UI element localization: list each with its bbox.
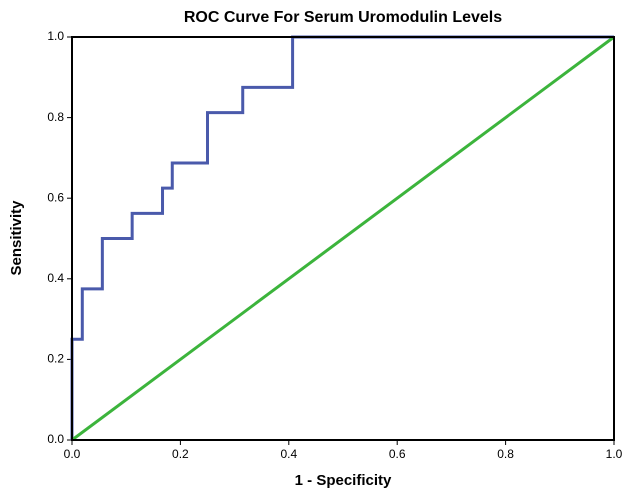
x-tick-label: 0.2 <box>172 447 189 461</box>
x-tick-label: 1.0 <box>606 447 623 461</box>
y-tick-label: 0.0 <box>47 432 64 446</box>
y-tick-label: 0.8 <box>47 110 64 124</box>
x-tick-label: 0.0 <box>64 447 81 461</box>
plot-frame <box>71 36 615 441</box>
y-tick-label: 1.0 <box>47 29 64 43</box>
x-tick-label: 0.6 <box>389 447 406 461</box>
y-axis-title: Sensitivity <box>8 200 25 276</box>
y-tick-label: 0.4 <box>47 271 64 285</box>
chart-title: ROC Curve For Serum Uromodulin Levels <box>184 9 502 26</box>
series-line <box>71 35 615 442</box>
series-line <box>70 35 614 440</box>
x-tick-label: 0.4 <box>280 447 297 461</box>
x-axis-title: 1 - Specificity <box>295 472 392 489</box>
x-tick-label: 0.8 <box>497 447 514 461</box>
y-tick-label: 0.6 <box>47 190 64 204</box>
y-tick-label: 0.2 <box>47 352 64 366</box>
